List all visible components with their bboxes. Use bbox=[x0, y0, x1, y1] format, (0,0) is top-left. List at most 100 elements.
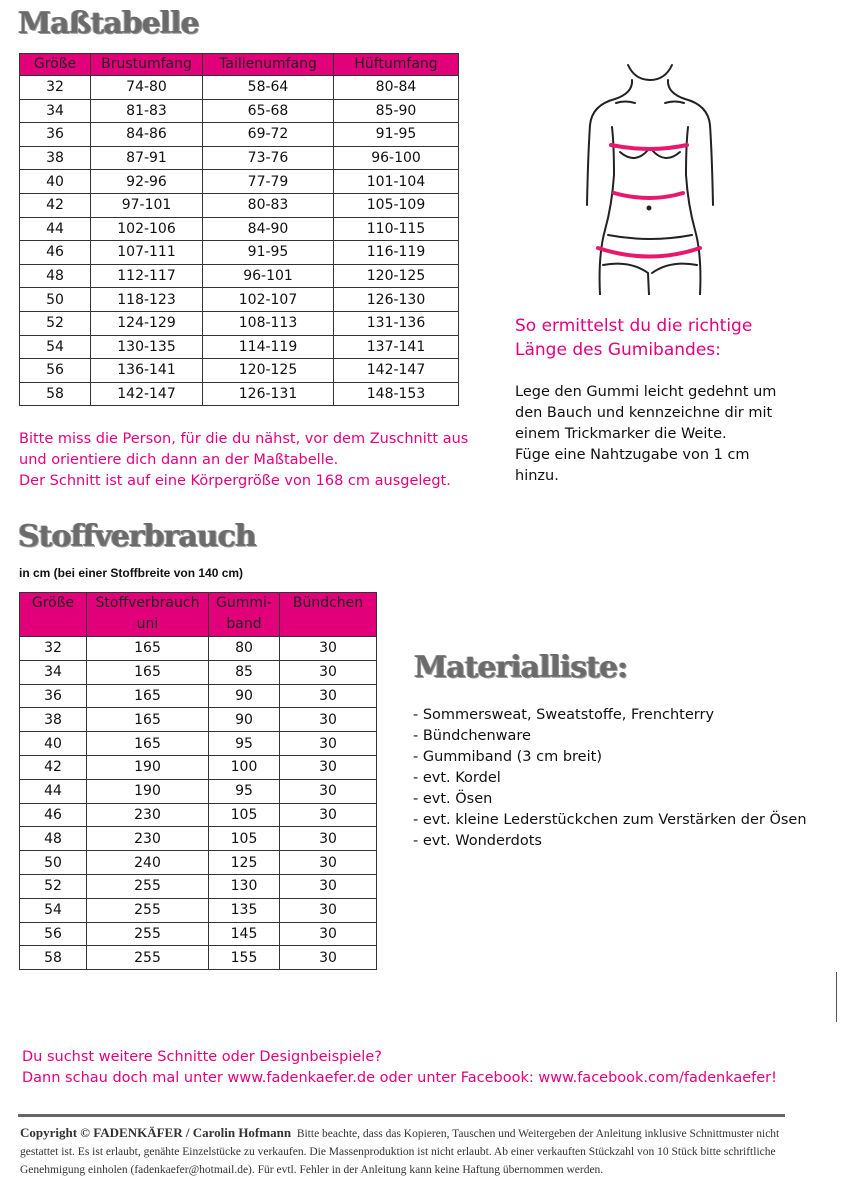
heading-line: Länge des Gumibandes: bbox=[515, 340, 721, 360]
fabric-table: Größe Stoffverbrauch uni Gummi-band Bündchen… bbox=[19, 592, 377, 971]
table-cell: 34 bbox=[19, 98, 91, 124]
table-cell: 120-125 bbox=[333, 263, 459, 289]
table-cell: 255 bbox=[86, 873, 209, 899]
table-cell: 112-117 bbox=[90, 263, 203, 289]
table-cell: 155 bbox=[208, 945, 280, 971]
table-row: 48 112-117 96-101 120-125 bbox=[19, 263, 459, 289]
divider bbox=[836, 972, 837, 1022]
text-line: hinzu. bbox=[515, 468, 559, 484]
table-cell: 95 bbox=[208, 778, 280, 804]
table-cell: 90 bbox=[208, 683, 280, 709]
table-cell: 95 bbox=[208, 731, 280, 756]
material-item: - evt. kleine Lederstückchen zum Verstär… bbox=[413, 812, 807, 828]
table-cell: 50 bbox=[19, 287, 91, 312]
table-cell: 107-111 bbox=[90, 240, 203, 265]
note-line: Der Schnitt ist auf eine Körpergröße von… bbox=[19, 473, 451, 489]
table-cell: 136-141 bbox=[90, 358, 203, 383]
size-chart-table: Größe Brustumfang Taillenumfang Hüftumfang 3… bbox=[19, 53, 459, 407]
table-cell: 255 bbox=[86, 897, 209, 923]
table-cell: 80 bbox=[208, 636, 280, 661]
header-text: band bbox=[226, 616, 262, 632]
fabric-title: Stoffverbrauch bbox=[18, 519, 257, 554]
table-row: 38 165 90 30 bbox=[19, 707, 377, 733]
table-cell: 44 bbox=[19, 778, 87, 804]
table-row: 52 124-129 108-113 131-136 bbox=[19, 310, 459, 336]
table-cell: 80-83 bbox=[202, 192, 334, 218]
table-cell: 91-95 bbox=[202, 240, 334, 265]
table-cell: 145 bbox=[208, 921, 280, 947]
material-item: - evt. Wonderdots bbox=[413, 833, 542, 849]
table-cell: 116-119 bbox=[333, 240, 459, 265]
column-header: Größe bbox=[19, 592, 87, 637]
table-row: 40 165 95 30 bbox=[19, 731, 377, 756]
table-cell: 105 bbox=[208, 802, 280, 828]
table-row: 44 102-106 84-90 110-115 bbox=[19, 216, 459, 242]
column-header: Taillenumfang bbox=[202, 53, 334, 76]
table-cell: 58 bbox=[19, 381, 91, 407]
table-cell: 165 bbox=[86, 731, 209, 756]
column-header: Größe bbox=[19, 53, 91, 76]
table-cell: 91-95 bbox=[333, 122, 459, 147]
table-cell: 90 bbox=[208, 707, 280, 733]
table-cell: 36 bbox=[19, 122, 91, 147]
table-cell: 135 bbox=[208, 897, 280, 923]
table-cell: 54 bbox=[19, 897, 87, 923]
header-text: Gummi- bbox=[216, 595, 272, 611]
table-cell: 42 bbox=[19, 192, 91, 218]
note-line: Bitte miss die Person, für die du nähst,… bbox=[19, 431, 469, 447]
elastic-heading: So ermittelst du die richtige Länge des … bbox=[515, 314, 752, 362]
table-cell: 190 bbox=[86, 754, 209, 780]
table-cell: 30 bbox=[279, 659, 377, 685]
table-cell: 85 bbox=[208, 659, 280, 685]
table-cell: 32 bbox=[19, 636, 87, 661]
table-row: 42 97-101 80-83 105-109 bbox=[19, 192, 459, 218]
table-cell: 84-86 bbox=[90, 122, 203, 147]
table-cell: 130 bbox=[208, 873, 280, 899]
table-cell: 42 bbox=[19, 754, 87, 780]
column-header: Stoffverbrauch uni bbox=[86, 592, 209, 637]
table-cell: 56 bbox=[19, 921, 87, 947]
promo-line: Dann schau doch mal unter www.fadenkaefe… bbox=[22, 1070, 777, 1086]
table-cell: 108-113 bbox=[202, 310, 334, 336]
table-row: 46 107-111 91-95 116-119 bbox=[19, 240, 459, 265]
table-row: 34 81-83 65-68 85-90 bbox=[19, 98, 459, 124]
materials-list: - Sommersweat, Sweatstoffe, Frenchterry -… bbox=[413, 705, 807, 852]
table-cell: 131-136 bbox=[333, 310, 459, 336]
size-chart-note: Bitte miss die Person, für die du nähst,… bbox=[19, 429, 468, 492]
elastic-instructions: Lege den Gummi leicht gedehnt um den Bau… bbox=[515, 382, 776, 487]
table-cell: 30 bbox=[279, 636, 377, 661]
header-text: Hüftumfang bbox=[354, 56, 438, 72]
table-cell: 124-129 bbox=[90, 310, 203, 336]
header-text: Bündchen bbox=[292, 595, 364, 611]
table-cell: 52 bbox=[19, 873, 87, 899]
table-cell: 81-83 bbox=[90, 98, 203, 124]
table-cell: 96-100 bbox=[333, 145, 459, 171]
table-cell: 165 bbox=[86, 683, 209, 709]
table-row: 44 190 95 30 bbox=[19, 778, 377, 804]
table-cell: 165 bbox=[86, 636, 209, 661]
table-cell: 165 bbox=[86, 659, 209, 685]
table-cell: 40 bbox=[19, 169, 91, 194]
table-cell: 100 bbox=[208, 754, 280, 780]
table-row: 56 255 145 30 bbox=[19, 921, 377, 947]
material-item: - Sommersweat, Sweatstoffe, Frenchterry bbox=[413, 707, 715, 723]
table-cell: 30 bbox=[279, 850, 377, 875]
table-cell: 65-68 bbox=[202, 98, 334, 124]
heading-line: So ermittelst du die richtige bbox=[515, 316, 753, 336]
table-row: 32 74-80 58-64 80-84 bbox=[19, 75, 459, 100]
table-cell: 255 bbox=[86, 921, 209, 947]
table-cell: 114-119 bbox=[202, 334, 334, 360]
table-cell: 80-84 bbox=[333, 75, 459, 100]
table-cell: 77-79 bbox=[202, 169, 334, 194]
table-cell: 102-106 bbox=[90, 216, 203, 242]
table-cell: 126-130 bbox=[333, 287, 459, 312]
table-cell: 69-72 bbox=[202, 122, 334, 147]
table-cell: 40 bbox=[19, 731, 87, 756]
footer-text: Bitte beachte, dass das Kopieren, Tausch… bbox=[20, 1128, 780, 1176]
table-cell: 101-104 bbox=[333, 169, 459, 194]
table-row: 36 84-86 69-72 91-95 bbox=[19, 122, 459, 147]
table-cell: 84-90 bbox=[202, 216, 334, 242]
table-cell: 30 bbox=[279, 921, 377, 947]
table-cell: 230 bbox=[86, 802, 209, 828]
text-line: Lege den Gummi leicht gedehnt um bbox=[515, 384, 777, 400]
